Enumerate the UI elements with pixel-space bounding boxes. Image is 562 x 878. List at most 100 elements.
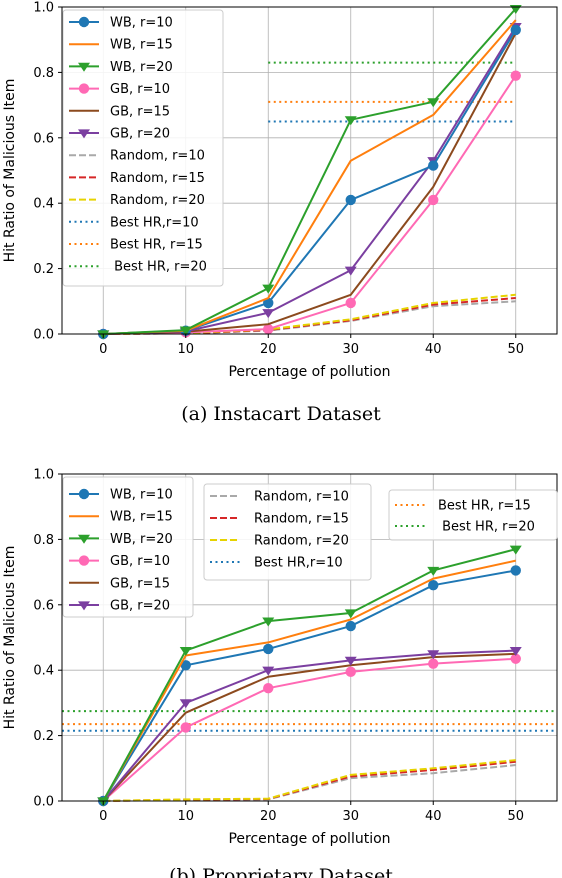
legend-label: Random, r=20 — [254, 534, 349, 549]
legend-label: WB, r=15 — [110, 38, 173, 53]
data-point — [180, 660, 191, 671]
series-line — [102, 559, 516, 802]
legend-label: Best HR, r=20 — [110, 260, 207, 275]
x-tick-label: 50 — [507, 342, 524, 357]
x-tick-label: 0 — [99, 809, 107, 824]
x-tick-label: 40 — [425, 809, 442, 824]
y-tick-label: 0.6 — [33, 598, 54, 613]
chart-instacart: 0 10 20 30 40 50 0.0 0.2 0.4 0.6 0.8 1.0 Percentage … — [2, 1, 558, 425]
y-tick-label: 0.6 — [33, 131, 54, 146]
data-point — [510, 565, 521, 576]
x-tick-label: 40 — [425, 342, 442, 357]
legend-label: Best HR, r=15 — [438, 499, 531, 514]
data-point — [510, 24, 521, 36]
legend-label: GB, r=15 — [110, 104, 170, 119]
legend-marker — [78, 16, 90, 28]
chart-proprietary: 0 10 20 30 40 50 0.0 0.2 0.4 0.6 0.8 1.0 Percentage … — [2, 468, 558, 878]
figure-caption: (a) Instacart Dataset — [181, 403, 381, 425]
legend-label: WB, r=15 — [110, 510, 173, 525]
legend-label: Best HR, r=15 — [110, 238, 203, 253]
y-axis-label: Hit Ratio of Malicious Item — [2, 546, 18, 730]
x-tick-label: 10 — [177, 809, 194, 824]
legend-label: Best HR,r=10 — [254, 556, 343, 571]
legend-box — [203, 483, 372, 581]
x-tick-label: 20 — [260, 809, 277, 824]
legend-label: Best HR,r=10 — [110, 215, 199, 230]
series-line — [102, 548, 516, 802]
legend-label: Random, r=15 — [110, 171, 205, 186]
data-point — [180, 722, 191, 733]
y-tick-label: 0.8 — [33, 533, 54, 548]
data-point — [344, 116, 357, 126]
data-point — [345, 194, 356, 206]
x-tick-label: 0 — [99, 342, 107, 357]
y-axis-label: Hit Ratio of Malicious Item — [2, 79, 18, 263]
legend-label: WB, r=10 — [110, 16, 173, 31]
data-point — [345, 297, 356, 309]
x-tick-label: 50 — [507, 809, 524, 824]
legend-label: WB, r=10 — [110, 488, 173, 503]
legend-marker — [78, 129, 90, 139]
legend-label: Random, r=10 — [254, 490, 349, 505]
y-tick-label: 0.8 — [33, 66, 54, 81]
plot-frame — [61, 473, 558, 802]
legend-label: GB, r=15 — [110, 576, 170, 591]
data-point — [262, 284, 275, 294]
series-line — [102, 649, 516, 802]
data-point — [345, 666, 356, 678]
data-point — [427, 566, 440, 576]
series-line — [103, 300, 516, 335]
data-point — [179, 326, 192, 336]
x-tick-label: 20 — [260, 342, 277, 357]
data-point — [179, 646, 192, 656]
y-tick-label: 0.4 — [33, 197, 54, 212]
legend-label: GB, r=20 — [110, 127, 170, 142]
x-axis-label: Percentage of pollution — [228, 831, 390, 847]
data-point — [263, 643, 274, 655]
data-point — [344, 656, 357, 666]
series-line — [103, 759, 516, 802]
x-axis-label: Percentage of pollution — [228, 364, 390, 380]
legend-marker — [78, 555, 90, 566]
data-point — [344, 609, 357, 619]
plot-frame — [61, 6, 558, 335]
x-tick-label: 10 — [177, 342, 194, 357]
legend-label: Random, r=10 — [110, 149, 205, 164]
legend-label: Random, r=15 — [254, 512, 349, 527]
series-line — [103, 764, 516, 802]
legend: WB, r=10 WB, r=15 WB, r=20 GB, r=10 GB, r=15… — [62, 476, 558, 618]
legend-label: GB, r=10 — [110, 82, 170, 97]
data-point — [263, 323, 274, 335]
series-line — [103, 7, 517, 335]
data-point — [428, 579, 439, 591]
figure-caption: (b) Proprietary Dataset — [169, 865, 393, 878]
series-line — [102, 652, 516, 802]
data-point — [428, 194, 439, 206]
y-tick-label: 0.0 — [33, 795, 54, 810]
series-line — [103, 760, 516, 802]
data-point — [262, 309, 275, 319]
data-point — [427, 98, 440, 108]
x-tick-label: 30 — [342, 342, 359, 357]
data-point — [510, 70, 521, 81]
legend-label: WB, r=20 — [110, 532, 173, 547]
y-tick-label: 0.4 — [33, 664, 54, 679]
data-point — [427, 650, 440, 660]
y-tick-label: 0.2 — [33, 729, 54, 744]
data-point — [344, 266, 357, 276]
legend-marker — [78, 83, 90, 94]
data-point — [263, 682, 274, 694]
legend-label: Random, r=20 — [110, 193, 205, 208]
legend: WB, r=10 WB, r=15 WB, r=20 GB, r=10 GB, r=15… — [62, 9, 224, 287]
series-line — [102, 569, 516, 802]
y-tick-label: 1.0 — [33, 468, 54, 483]
data-point — [428, 160, 439, 171]
data-point — [509, 646, 522, 656]
x-tick-label: 30 — [342, 809, 359, 824]
legend-box — [62, 9, 224, 287]
legend-marker — [78, 62, 90, 72]
data-point — [263, 297, 274, 309]
data-point — [262, 617, 275, 627]
legend-marker — [78, 488, 90, 500]
